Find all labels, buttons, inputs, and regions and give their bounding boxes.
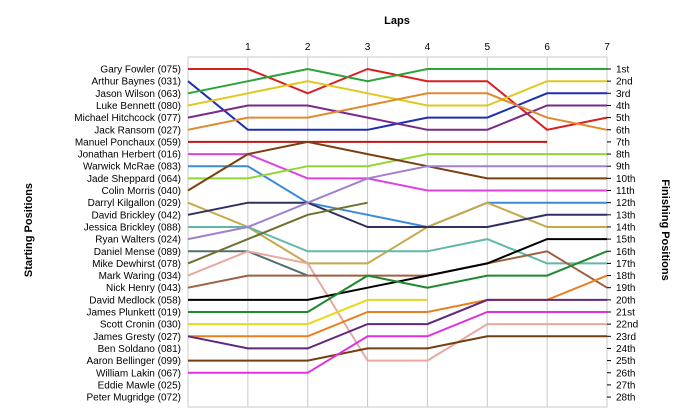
series-line — [187, 298, 607, 350]
finishing-position-label: 19th — [616, 283, 635, 294]
starting-driver-label: Mike Dewhirst (078) — [92, 259, 181, 270]
series-line — [187, 140, 607, 192]
finishing-position-label: 6th — [616, 125, 630, 136]
finishing-position-label: 15th — [616, 235, 635, 246]
starting-driver-label: Luke Bennett (080) — [96, 101, 181, 112]
series-line — [188, 165, 607, 229]
series-line — [187, 201, 368, 265]
finishing-position-label: 11th — [616, 186, 635, 197]
finishing-position-labels: 1st2nd3rd4th5th6th7th8th9th10th11th12th1… — [607, 65, 638, 404]
finishing-position-label: 8th — [616, 150, 630, 161]
series-line — [188, 226, 607, 265]
starting-driver-label: David Medlock (058) — [89, 295, 181, 306]
starting-driver-label: Aaron Bellinger (099) — [87, 356, 182, 367]
starting-driver-label: Warwick McRae (083) — [83, 162, 181, 173]
starting-position-labels: Gary Fowler (075)Arthur Baynes (031)Jaso… — [74, 65, 181, 404]
lap-tick-label: 7 — [604, 42, 610, 53]
series-line — [187, 67, 607, 95]
series-line — [187, 250, 608, 289]
finishing-position-label: 1st — [616, 65, 630, 76]
finishing-position-label: 3rd — [616, 89, 630, 100]
finishing-position-label: 23rd — [616, 332, 636, 343]
starting-driver-label: Manuel Ponchaux (059) — [75, 137, 181, 148]
starting-driver-label: Nick Henry (043) — [106, 283, 181, 294]
starting-driver-label: Ben Soldano (081) — [98, 344, 181, 355]
starting-driver-label: Daniel Mense (089) — [94, 247, 181, 258]
starting-driver-label: Darryl Kilgallon (029) — [88, 198, 181, 209]
finishing-position-label: 14th — [616, 222, 635, 233]
finishing-position-label: 16th — [616, 247, 635, 258]
series-line — [188, 250, 608, 313]
right-axis-label: Finishing Positions — [659, 179, 671, 280]
lap-tick-label: 2 — [305, 42, 311, 53]
lap-ticks: 1 2 3 4 5 6 7 — [245, 42, 610, 53]
lap-tick-label: 5 — [485, 42, 491, 53]
series-line — [188, 298, 428, 326]
lap-tick-label: 3 — [365, 42, 371, 53]
lap-tick-label: 4 — [425, 42, 431, 53]
finishing-position-label: 22nd — [616, 320, 638, 331]
starting-driver-label: Colin Morris (040) — [102, 186, 181, 197]
starting-driver-label: Jack Ransom (027) — [94, 125, 181, 136]
starting-driver-label: Gary Fowler (075) — [100, 65, 181, 76]
finishing-position-label: 7th — [616, 137, 630, 148]
finishing-position-label: 20th — [616, 295, 635, 306]
finishing-position-label: 2nd — [616, 77, 633, 88]
series-line — [188, 311, 607, 374]
finishing-position-label: 4th — [616, 101, 630, 112]
series-line — [188, 153, 607, 192]
starting-driver-label: James Plunkett (019) — [87, 308, 182, 319]
starting-driver-label: Eddie Mawle (025) — [98, 380, 181, 391]
starting-driver-label: Mark Waring (034) — [99, 271, 181, 282]
left-axis-label: Starting Positions — [23, 183, 35, 277]
finishing-position-label: 10th — [616, 174, 635, 185]
starting-driver-label: Jessica Brickley (088) — [84, 222, 181, 233]
finishing-position-label: 21st — [616, 308, 635, 319]
starting-driver-label: Jade Sheppard (064) — [87, 174, 181, 185]
chart-title: Laps — [384, 15, 410, 27]
starting-driver-label: David Brickley (042) — [92, 210, 181, 221]
finishing-position-label: 12th — [616, 198, 635, 209]
starting-driver-label: Arthur Baynes (031) — [92, 77, 182, 88]
series-line — [187, 250, 607, 362]
finishing-position-label: 27th — [616, 380, 635, 391]
starting-driver-label: Jason Wilson (063) — [95, 89, 181, 100]
lap-tick-label: 6 — [544, 42, 550, 53]
finishing-position-label: 5th — [616, 113, 630, 124]
finishing-position-label: 28th — [616, 393, 635, 404]
starting-driver-label: Jonathan Herbert (016) — [78, 150, 181, 161]
series-line — [187, 104, 607, 131]
finishing-position-label: 26th — [616, 368, 635, 379]
series-lines — [187, 67, 608, 374]
starting-driver-label: James Gresty (027) — [93, 332, 181, 343]
finishing-position-label: 24th — [616, 344, 635, 355]
series-line — [187, 92, 608, 131]
starting-driver-label: Scott Cronin (030) — [100, 320, 181, 331]
lap-tick-label: 1 — [245, 42, 251, 53]
series-line — [187, 165, 607, 241]
starting-driver-label: William Lakin (067) — [96, 368, 181, 379]
starting-driver-label: Michael Hitchcock (077) — [74, 113, 181, 124]
finishing-position-label: 25th — [616, 356, 635, 367]
finishing-position-label: 9th — [616, 162, 630, 173]
starting-driver-label: Peter Mugridge (072) — [87, 393, 182, 404]
finishing-position-label: 17th — [616, 259, 635, 270]
series-line — [188, 335, 607, 362]
finishing-position-label: 18th — [616, 271, 635, 282]
finishing-position-label: 13th — [616, 210, 635, 221]
starting-driver-label: Ryan Walters (024) — [95, 235, 181, 246]
series-line — [187, 201, 607, 228]
series-line — [187, 201, 607, 265]
